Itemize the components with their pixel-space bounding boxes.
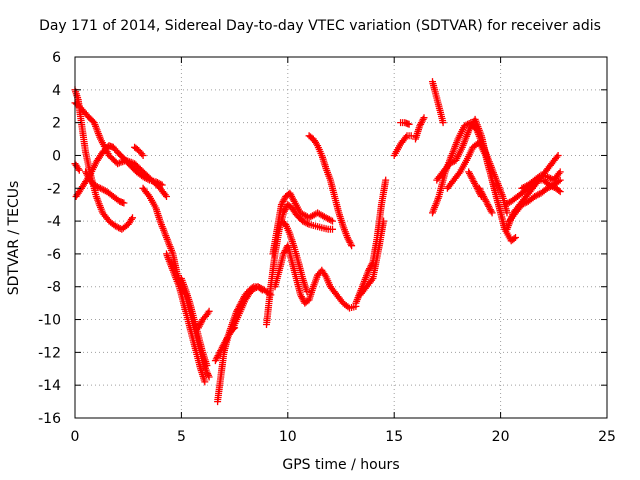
y-tick-label: -4 xyxy=(47,214,61,230)
x-tick-label: 0 xyxy=(71,429,80,445)
plus-marker-trace xyxy=(305,132,356,250)
series-track-4 xyxy=(71,160,83,174)
y-tick-label: -2 xyxy=(47,181,61,197)
plus-marker-trace xyxy=(163,250,209,386)
plus-marker-trace xyxy=(443,138,519,245)
y-tick-label: -16 xyxy=(38,411,61,427)
series-track-22 xyxy=(397,119,413,128)
series-track-27 xyxy=(443,138,519,245)
y-tick-label: -8 xyxy=(47,280,61,296)
plus-marker-trace xyxy=(356,217,388,299)
y-tick-label: -10 xyxy=(38,313,61,329)
y-tick-label: -6 xyxy=(47,247,61,263)
plus-marker-trace xyxy=(475,184,496,217)
plus-marker-trace xyxy=(194,307,213,332)
x-tick-label: 5 xyxy=(177,429,186,445)
series-track-20 xyxy=(356,217,388,299)
series-track-6 xyxy=(131,143,147,159)
y-tick-label: 0 xyxy=(52,148,61,164)
plus-marker-trace xyxy=(71,160,83,174)
series-track-15 xyxy=(269,189,336,258)
plus-marker-trace xyxy=(269,189,336,258)
x-axis-label: GPS time / hours xyxy=(282,457,400,473)
chart-title: Day 171 of 2014, Sidereal Day-to-day VTE… xyxy=(39,18,601,34)
series-track-5 xyxy=(82,168,128,207)
plus-marker-trace xyxy=(131,143,147,159)
series-track-24 xyxy=(429,78,447,127)
plus-marker-trace xyxy=(518,168,564,192)
plus-marker-trace xyxy=(429,78,447,127)
plus-marker-trace xyxy=(390,132,415,159)
series-track-8 xyxy=(163,250,209,386)
x-tick-label: 15 xyxy=(385,429,403,445)
series-track-17 xyxy=(271,242,360,312)
x-tick-label: 25 xyxy=(598,429,616,445)
series-track-10 xyxy=(194,307,213,332)
data-points xyxy=(71,78,564,406)
y-tick-label: 6 xyxy=(52,50,61,66)
y-tick-label: 2 xyxy=(52,116,61,132)
plus-marker-trace xyxy=(229,283,275,333)
plus-marker-trace xyxy=(271,242,360,312)
plus-marker-trace xyxy=(277,217,311,296)
series-track-33 xyxy=(518,168,564,192)
y-axis-label: SDTVAR / TECUs xyxy=(6,180,22,296)
x-tick-label: 10 xyxy=(279,429,297,445)
y-tick-label: -12 xyxy=(38,345,61,361)
x-tick-label: 20 xyxy=(492,429,510,445)
y-tick-label: 4 xyxy=(52,83,61,99)
series-track-23 xyxy=(412,114,428,143)
grid-lines xyxy=(75,57,607,418)
plot-frame xyxy=(74,56,608,419)
plus-marker-trace xyxy=(397,119,413,128)
y-tick-label: -14 xyxy=(38,378,61,394)
series-track-18 xyxy=(305,132,356,250)
series-track-13 xyxy=(229,283,275,333)
plus-marker-trace xyxy=(82,168,128,207)
series-track-16 xyxy=(277,217,311,296)
series-track-29 xyxy=(475,184,496,217)
plus-marker-trace xyxy=(412,114,428,143)
series-track-21 xyxy=(390,132,415,159)
